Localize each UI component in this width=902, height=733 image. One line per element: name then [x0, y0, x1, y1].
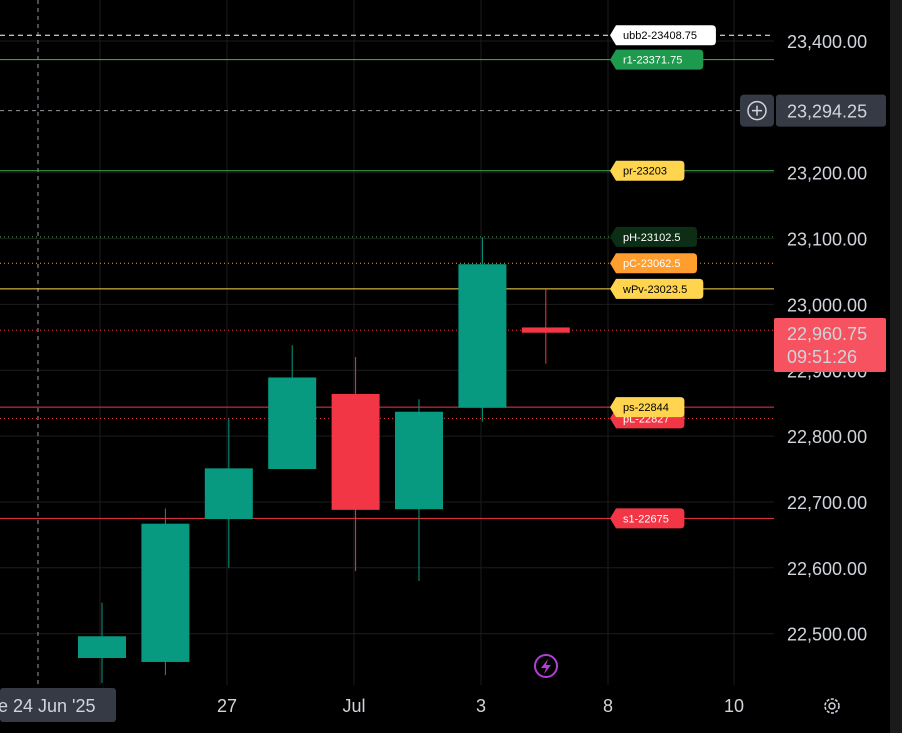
gear-outer — [824, 698, 840, 714]
level-tag-label: r1-23371.75 — [623, 55, 682, 67]
level-tag: wPv-23023.5 — [610, 278, 704, 299]
time-tick-label: Jul — [342, 696, 365, 716]
gear-icon[interactable] — [824, 698, 840, 714]
plus-circle-ring — [747, 100, 767, 121]
gear-inner — [828, 702, 836, 710]
candle-body — [204, 468, 253, 520]
price-tick-label: 22,700.00 — [787, 493, 867, 513]
candle-body — [521, 327, 570, 333]
overlays: ubb2-23408.75 r1-23371.75 pr-23203 pH-23102… — [534, 25, 716, 678]
current-price-box — [774, 318, 886, 372]
level-tag-label: pr-23203 — [623, 166, 667, 178]
level-tag: r1-23371.75 — [610, 49, 704, 70]
lightning-ring — [534, 654, 558, 678]
level-tag-shape — [610, 25, 716, 46]
level-tag-shape — [610, 508, 685, 529]
crosshair-date-box — [0, 688, 116, 722]
candle-body — [331, 393, 380, 510]
candle-body — [395, 411, 443, 510]
candle-body — [268, 377, 317, 470]
right-scroll-strip[interactable] — [890, 0, 902, 733]
price-tick-label: 22,600.00 — [787, 559, 867, 579]
level-tag-shape — [610, 278, 704, 299]
candles — [78, 237, 570, 684]
level-tag-label: pC-23062.5 — [623, 258, 681, 270]
crosshair-price-label: 23,294.25 — [787, 102, 867, 122]
price-tick-label: 23,400.00 — [787, 32, 867, 52]
level-tag: pH-23102.5 — [610, 226, 697, 247]
candle-body — [458, 264, 507, 408]
time-axis-bg — [0, 685, 774, 733]
candle-body — [78, 636, 126, 659]
price-tick-label: 23,200.00 — [787, 164, 867, 184]
crosshair-price-box — [776, 94, 886, 127]
level-tag-label: ps-22844 — [623, 402, 669, 414]
bar-countdown-label: 09:51:26 — [787, 347, 857, 367]
time-axis[interactable]: 27 Jul 3 8 10 e 24 Jun '25 — [0, 685, 840, 733]
lightning-icon[interactable] — [534, 654, 558, 678]
level-tag-label: ubb2-23408.75 — [623, 30, 697, 42]
grid — [0, 0, 774, 685]
level-tag: pr-23203 — [610, 160, 685, 181]
time-tick-label: 3 — [476, 696, 486, 716]
lightning-bolt — [541, 659, 551, 674]
level-tag: pC-23062.5 — [610, 253, 697, 274]
level-tag-label: wPv-23023.5 — [622, 284, 687, 296]
price-tick-label: 22,800.00 — [787, 427, 867, 447]
level-tag-shape — [610, 49, 704, 70]
price-tick-label: 22,500.00 — [787, 625, 867, 645]
level-tag-shape — [610, 226, 697, 247]
time-tick-label: 27 — [217, 696, 237, 716]
level-tag-shape — [610, 253, 697, 274]
level-tag-shape — [610, 397, 685, 418]
level-tag-shape — [610, 160, 685, 181]
level-tag: s1-22675 — [610, 508, 685, 529]
crosshair-date-label: e 24 Jun '25 — [0, 696, 96, 716]
level-tag: ubb2-23408.75 — [610, 25, 716, 46]
level-tag-label: pH-23102.5 — [623, 232, 681, 244]
candle-body — [141, 523, 190, 662]
level-tag: ps-22844 — [610, 397, 685, 418]
level-tag-label: s1-22675 — [623, 513, 669, 525]
price-tick-label: 23,000.00 — [787, 295, 867, 315]
price-axis[interactable]: 23,400.00 23,200.00 23,100.00 23,000.00 22,9… — [740, 32, 886, 645]
time-tick-label: 10 — [724, 696, 744, 716]
plus-circle-icon[interactable] — [747, 100, 767, 121]
time-tick-label: 8 — [603, 696, 613, 716]
price-tick-label: 23,100.00 — [787, 230, 867, 250]
current-price-label: 22,960.75 — [787, 324, 867, 344]
